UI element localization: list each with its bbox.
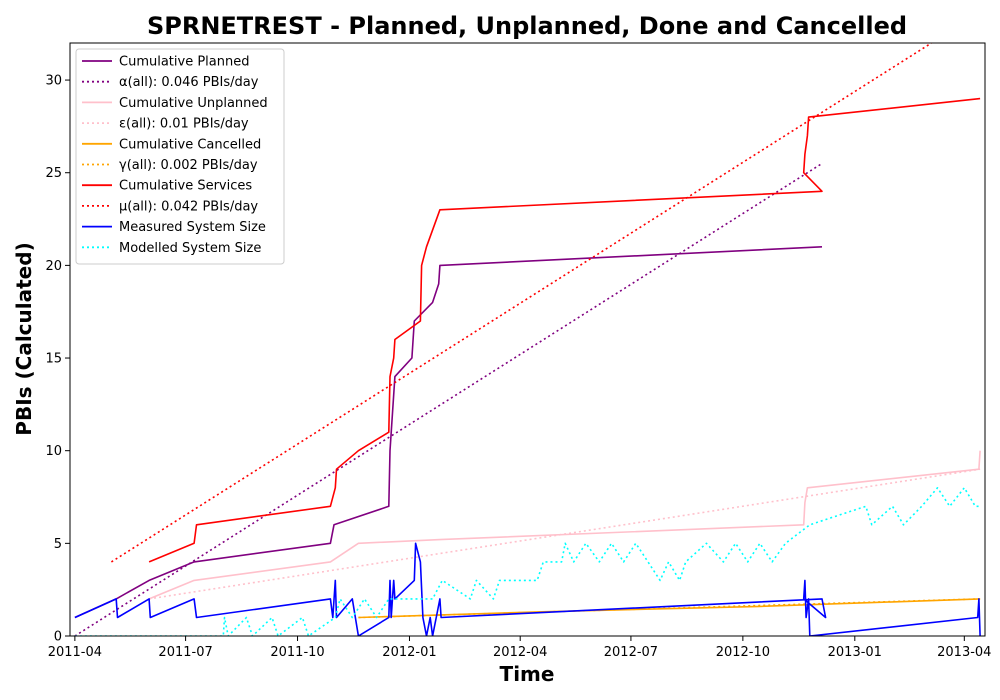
x-tick-label: 2012-10 [716,645,770,660]
series-line-cumulative-planned [74,246,823,619]
x-tick-label: 2012-07 [604,645,658,660]
series-line-all-0-002-pbis-day [358,598,981,619]
legend-label-modelled-system-size: Modelled System Size [119,241,261,256]
legend-label-all-0-042-pbis-day: μ(all): 0.042 PBIs/day [119,199,258,214]
series-line-cumulative-cancelled [358,598,981,619]
y-tick-label: 5 [54,537,62,552]
y-tick-label: 10 [45,444,62,459]
x-tick-label: 2012-04 [493,645,547,660]
x-tick-label: 2013-04 [937,645,991,660]
legend-label-cumulative-planned: Cumulative Planned [119,55,249,70]
legend-box [75,48,285,265]
plot-area: 2011-04 2011-07 2011-10 2012-01 2012-04 2012-… [45,42,991,660]
x-axis-title: Time [500,662,555,686]
y-tick-label: 20 [45,259,62,274]
legend-label-cumulative-unplanned: Cumulative Unplanned [119,96,268,111]
series-line-all-0-042-pbis-day [110,43,932,563]
series-line-cumulative-services [148,97,981,563]
series-line-all-0-01-pbis-day [148,468,981,600]
x-tick-label: 2011-07 [158,645,212,660]
x-tick-label: 2011-04 [48,645,102,660]
series-line-cumulative-unplanned [148,450,981,600]
legend-label-all-0-002-pbis-day: γ(all): 0.002 PBIs/day [119,158,258,173]
legend-label-cumulative-cancelled: Cumulative Cancelled [119,137,261,152]
legend: Cumulative Planned α(all): 0.046 PBIs/day… [75,48,285,265]
x-tick-label: 2013-01 [828,645,882,660]
x-tick-label: 2011-10 [270,645,324,660]
legend-label-measured-system-size: Measured System Size [119,220,266,235]
chart-title: SPRNETREST - Planned, Unplanned, Done an… [147,12,907,40]
y-tick-label: 15 [45,352,62,367]
plot-frame [69,42,986,637]
series-line-all-0-046-pbis-day [74,162,823,636]
y-tick-label: 25 [45,166,62,181]
y-tick-label: 0 [54,630,62,645]
legend-label-all-0-046-pbis-day: α(all): 0.046 PBIs/day [119,75,259,90]
y-tick-label: 30 [45,74,62,89]
x-tick-label: 2012-01 [382,645,436,660]
y-axis-title: PBIs (Calculated) [12,242,36,435]
series-line-measured-system-size [74,542,981,636]
legend-label-cumulative-services: Cumulative Services [119,179,252,194]
legend-label-all-0-01-pbis-day: ε(all): 0.01 PBIs/day [119,117,249,132]
series-group [74,43,981,636]
